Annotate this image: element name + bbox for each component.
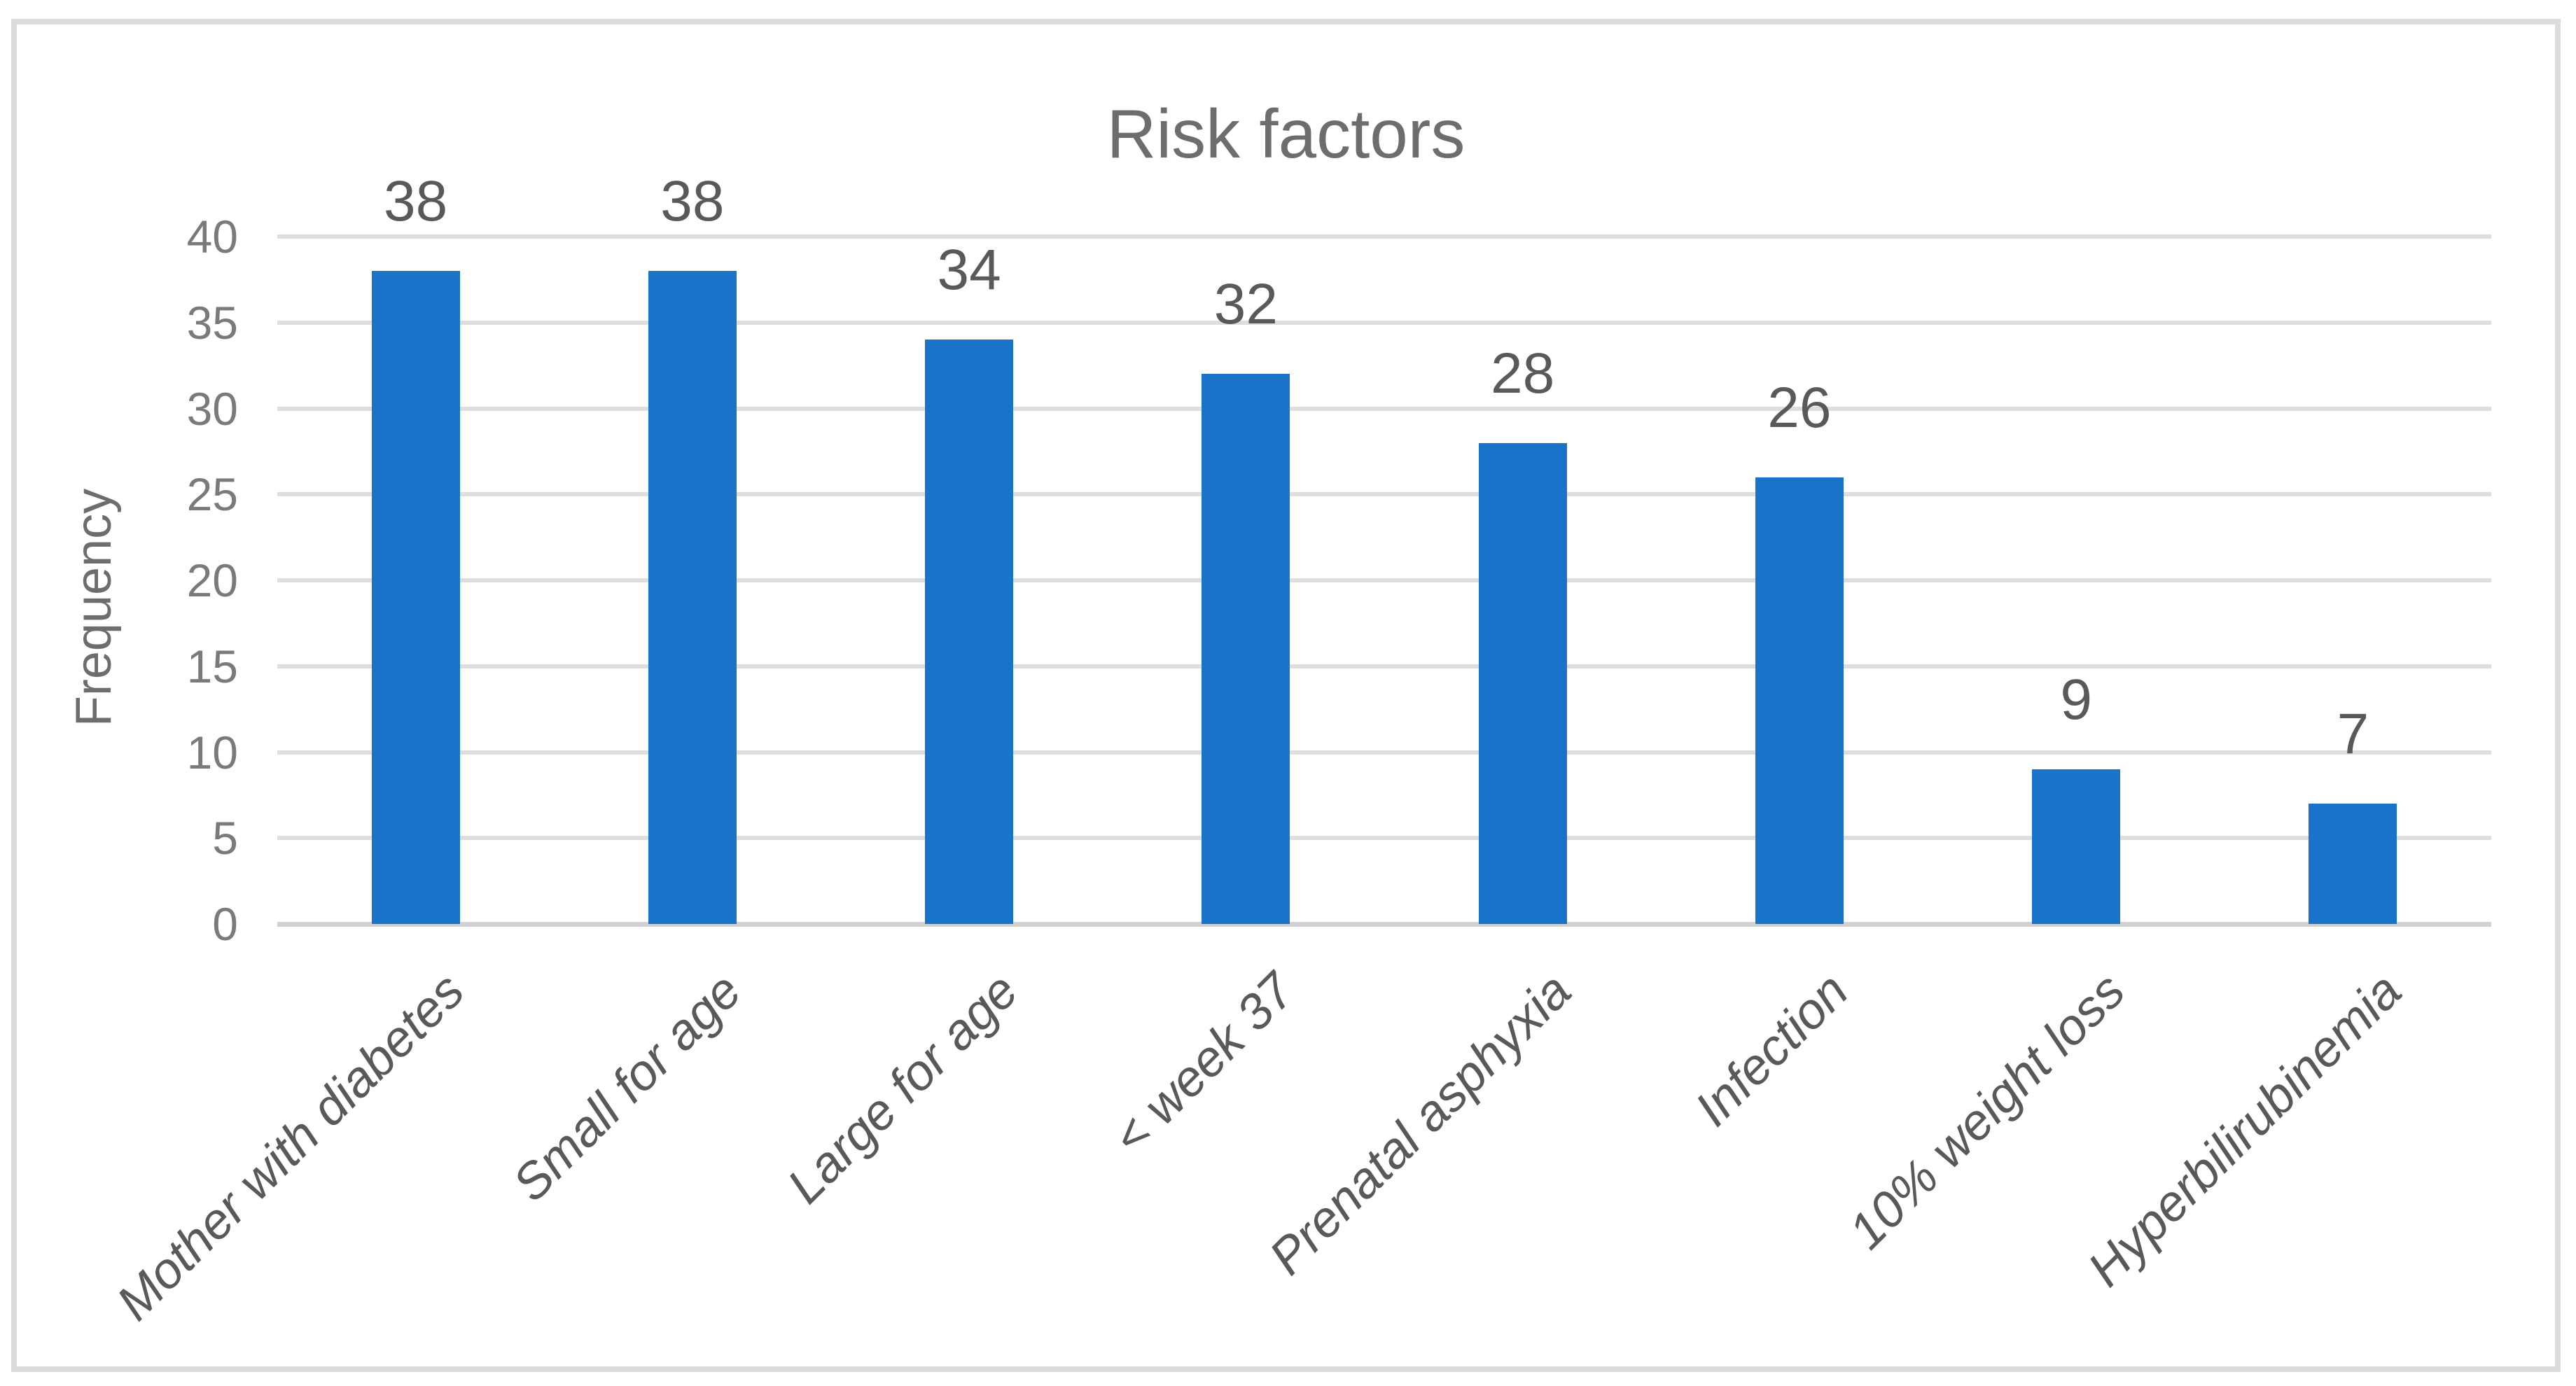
y-tick-label-40: 40 [186, 211, 238, 262]
gridline-15 [277, 664, 2491, 668]
gridline-5 [277, 836, 2491, 841]
bar-value-label-4: 28 [1491, 342, 1555, 405]
bar-value-label-1: 38 [660, 169, 725, 233]
gridline-35 [277, 320, 2491, 325]
chart-frame: Risk factors Frequency 0 5 10 15 20 25 30 35 40 3… [11, 19, 2561, 1372]
x-category-label-6: 10% weight loss [1838, 962, 2136, 1260]
gridline-40 [277, 234, 2491, 239]
y-tick-label-20: 20 [186, 554, 238, 606]
bar-value-label-5: 26 [1767, 376, 1832, 440]
x-category-label-3: < week 37 [1102, 962, 1306, 1166]
y-tick-label-25: 25 [186, 468, 238, 521]
y-tick-label-5: 5 [212, 812, 238, 864]
bar-6 [2032, 769, 2120, 924]
gridline-10 [277, 750, 2491, 755]
bar-3 [1202, 374, 1290, 924]
y-tick-label-15: 15 [186, 640, 238, 692]
y-tick-label-10: 10 [186, 726, 238, 778]
x-axis-line [277, 922, 2491, 927]
bar-1 [648, 271, 737, 924]
bar-value-label-6: 9 [2060, 668, 2092, 732]
x-category-label-5: Infection [1684, 962, 1859, 1138]
x-category-label-7: Hyperbilirubinemia [2077, 962, 2413, 1298]
x-category-label-1: Small for age [502, 962, 752, 1212]
gridline-25 [277, 492, 2491, 497]
y-tick-label-0: 0 [212, 898, 238, 950]
bar-value-label-0: 38 [384, 169, 448, 233]
bar-value-label-2: 34 [937, 238, 1001, 302]
x-category-label-2: Large for age [777, 962, 1029, 1214]
gridline-20 [277, 578, 2491, 582]
bar-0 [372, 271, 460, 924]
bar-2 [925, 340, 1013, 924]
x-category-label-0: Mother with diabetes [106, 962, 475, 1331]
bar-value-label-7: 7 [2337, 702, 2369, 766]
bar-5 [1755, 477, 1844, 924]
bar-7 [2309, 804, 2397, 924]
gridline-30 [277, 406, 2491, 411]
bar-value-label-3: 32 [1213, 272, 1278, 336]
y-tick-label-35: 35 [186, 296, 238, 349]
y-tick-label-30: 30 [186, 382, 238, 435]
plot-area: 0 5 10 15 20 25 30 35 40 38 Mother with diabetes 38… [17, 24, 2555, 1366]
chart-title: Risk factors [1106, 95, 1465, 172]
x-category-label-4: Prenatal asphyxia [1259, 962, 1582, 1286]
bar-4 [1479, 443, 1567, 924]
